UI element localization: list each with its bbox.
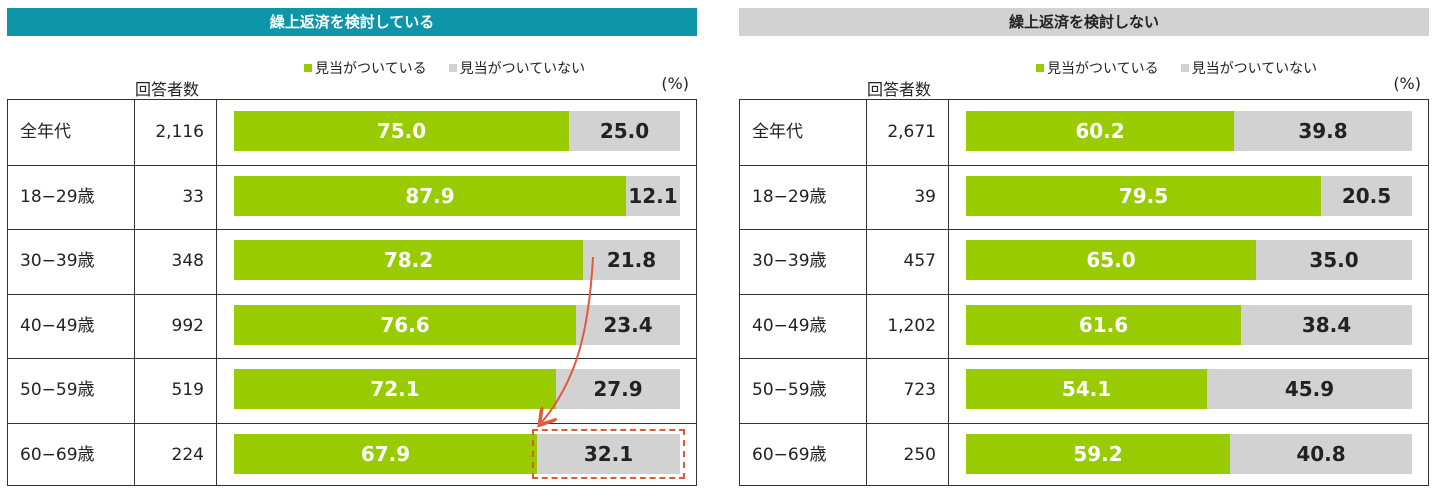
bar-segment-yes: 59.2 bbox=[966, 433, 1230, 474]
category-label: 50−59歳 bbox=[20, 380, 95, 400]
row-divider bbox=[8, 293, 696, 295]
legend-item-no: 見当がついていない bbox=[1180, 58, 1318, 78]
stacked-bar: 61.6 38.4 bbox=[966, 304, 1412, 345]
column-divider bbox=[866, 100, 867, 485]
bar-segment-no: 23.4 bbox=[576, 304, 680, 345]
stacked-bar: 54.1 45.9 bbox=[966, 369, 1412, 410]
unit-label: (%) bbox=[1393, 74, 1421, 93]
legend-item-yes: 見当がついている bbox=[304, 58, 427, 78]
stacked-bar: 60.2 39.8 bbox=[966, 111, 1412, 152]
bar-segment-no: 32.1 bbox=[537, 433, 680, 474]
row-divider bbox=[740, 164, 1428, 166]
legend-swatch-no bbox=[448, 64, 457, 72]
bar-segment-yes: 76.6 bbox=[234, 304, 576, 345]
legend-label-yes: 見当がついている bbox=[1047, 61, 1159, 77]
stacked-bar: 87.9 12.1 bbox=[234, 175, 680, 216]
panel-considering: 繰上返済を検討している 見当がついている 見当がついていない (%) 回答者数 … bbox=[7, 0, 697, 491]
bar-segment-yes: 72.1 bbox=[234, 369, 556, 410]
column-divider bbox=[948, 100, 949, 485]
bar-segment-no: 25.0 bbox=[569, 111, 680, 152]
legend-label-no: 見当がついていない bbox=[459, 61, 586, 77]
bar-segment-yes: 54.1 bbox=[966, 369, 1207, 410]
stacked-bar: 79.5 20.5 bbox=[966, 175, 1412, 216]
stacked-bar: 75.0 25.0 bbox=[234, 111, 680, 152]
bar-segment-yes: 65.0 bbox=[966, 240, 1256, 281]
legend: 見当がついている 見当がついていない bbox=[1036, 58, 1339, 78]
row-divider bbox=[740, 229, 1428, 230]
panel-not-considering: 繰上返済を検討しない 見当がついている 見当がついていない (%) 回答者数 全… bbox=[739, 0, 1429, 491]
bar-segment-no: 35.0 bbox=[1256, 240, 1412, 281]
row-divider bbox=[8, 229, 696, 230]
row-divider bbox=[8, 164, 696, 166]
respondent-count: 457 bbox=[903, 251, 936, 271]
category-label: 40−49歳 bbox=[20, 315, 95, 336]
category-label: 30−39歳 bbox=[20, 251, 95, 271]
category-label: 全年代 bbox=[20, 122, 71, 142]
bar-segment-no: 20.5 bbox=[1321, 175, 1412, 216]
respondent-count: 33 bbox=[182, 186, 204, 207]
legend-item-no: 見当がついていない bbox=[448, 58, 586, 78]
row-divider bbox=[8, 422, 696, 424]
bar-segment-no: 21.8 bbox=[583, 240, 680, 281]
legend-label-yes: 見当がついている bbox=[315, 61, 427, 77]
category-label: 30−39歳 bbox=[752, 251, 827, 271]
bar-segment-no: 38.4 bbox=[1241, 304, 1412, 345]
count-header: 回答者数 bbox=[135, 80, 200, 99]
row-divider bbox=[740, 293, 1428, 295]
row-divider bbox=[740, 422, 1428, 424]
respondent-count: 250 bbox=[903, 444, 936, 465]
bar-segment-no: 12.1 bbox=[626, 175, 680, 216]
column-divider bbox=[134, 100, 135, 485]
unit-label: (%) bbox=[661, 74, 689, 93]
bar-segment-yes: 87.9 bbox=[234, 175, 626, 216]
bar-segment-yes: 75.0 bbox=[234, 111, 569, 152]
respondent-count: 1,202 bbox=[887, 315, 936, 336]
respondent-count: 992 bbox=[171, 315, 204, 336]
category-label: 18−29歳 bbox=[20, 186, 95, 207]
respondent-count: 224 bbox=[171, 444, 204, 465]
category-label: 60−69歳 bbox=[752, 444, 827, 465]
panel-title: 繰上返済を検討している bbox=[7, 8, 697, 36]
count-header: 回答者数 bbox=[867, 80, 932, 99]
respondent-count: 39 bbox=[914, 186, 936, 207]
category-label: 40−49歳 bbox=[752, 315, 827, 336]
stacked-bar: 65.0 35.0 bbox=[966, 240, 1412, 281]
column-divider bbox=[216, 100, 217, 485]
bar-segment-yes: 67.9 bbox=[234, 433, 537, 474]
stacked-bar: 72.1 27.9 bbox=[234, 369, 680, 410]
respondent-count: 2,116 bbox=[155, 122, 204, 142]
row-divider bbox=[740, 358, 1428, 359]
category-label: 50−59歳 bbox=[752, 380, 827, 400]
respondent-count: 519 bbox=[171, 380, 204, 400]
chart-table: 全年代 2,671 60.2 39.8 18−29歳 39 79.5 20.5 30−39歳 45… bbox=[739, 99, 1429, 486]
bar-segment-no: 45.9 bbox=[1207, 369, 1412, 410]
panel-title: 繰上返済を検討しない bbox=[739, 8, 1429, 36]
bar-segment-yes: 79.5 bbox=[966, 175, 1321, 216]
bar-segment-yes: 78.2 bbox=[234, 240, 583, 281]
stacked-bar: 76.6 23.4 bbox=[234, 304, 680, 345]
bar-segment-yes: 60.2 bbox=[966, 111, 1234, 152]
bar-segment-no: 27.9 bbox=[556, 369, 680, 410]
legend-swatch-no bbox=[1180, 64, 1189, 72]
legend: 見当がついている 見当がついていない bbox=[304, 58, 607, 78]
stacked-bar: 78.2 21.8 bbox=[234, 240, 680, 281]
category-label: 18−29歳 bbox=[752, 186, 827, 207]
stacked-bar: 67.9 32.1 bbox=[234, 428, 685, 479]
highlight-box bbox=[532, 428, 685, 479]
chart-table: 全年代 2,116 75.0 25.0 18−29歳 33 87.9 12.1 30−39歳 34… bbox=[7, 99, 697, 486]
category-label: 全年代 bbox=[752, 122, 803, 142]
legend-item-yes: 見当がついている bbox=[1036, 58, 1159, 78]
respondent-count: 2,671 bbox=[887, 122, 936, 142]
legend-swatch-yes bbox=[304, 64, 312, 72]
category-label: 60−69歳 bbox=[20, 444, 95, 465]
respondent-count: 348 bbox=[171, 251, 204, 271]
bar-segment-yes: 61.6 bbox=[966, 304, 1241, 345]
bar-segment-no: 40.8 bbox=[1230, 433, 1412, 474]
legend-label-no: 見当がついていない bbox=[1191, 61, 1318, 77]
respondent-count: 723 bbox=[903, 380, 936, 400]
bar-segment-no: 39.8 bbox=[1234, 111, 1412, 152]
row-divider bbox=[8, 358, 696, 359]
stacked-bar: 59.2 40.8 bbox=[966, 433, 1412, 474]
legend-swatch-yes bbox=[1036, 64, 1044, 72]
